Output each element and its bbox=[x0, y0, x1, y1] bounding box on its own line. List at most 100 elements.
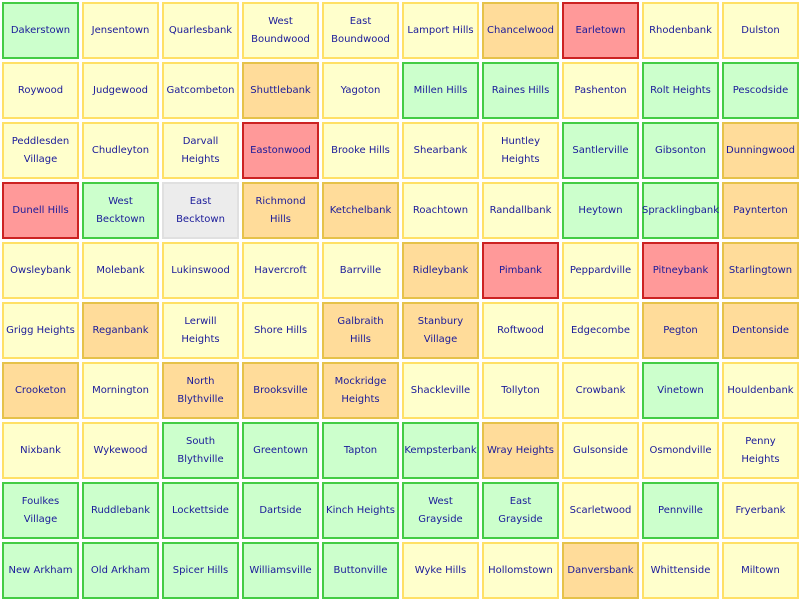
suburb-cell[interactable]: Crowbank bbox=[562, 362, 639, 419]
suburb-cell[interactable]: Old Arkham bbox=[82, 542, 159, 599]
suburb-cell[interactable]: Osmondville bbox=[642, 422, 719, 479]
suburb-cell[interactable]: Dakerstown bbox=[2, 2, 79, 59]
suburb-cell[interactable]: Richmond Hills bbox=[242, 182, 319, 239]
suburb-cell[interactable]: Randallbank bbox=[482, 182, 559, 239]
suburb-cell[interactable]: Whittenside bbox=[642, 542, 719, 599]
suburb-cell[interactable]: Mornington bbox=[82, 362, 159, 419]
suburb-cell[interactable]: Lockettside bbox=[162, 482, 239, 539]
suburb-cell[interactable]: Quarlesbank bbox=[162, 2, 239, 59]
suburb-cell[interactable]: Foulkes Village bbox=[2, 482, 79, 539]
suburb-cell[interactable]: Buttonville bbox=[322, 542, 399, 599]
suburb-cell[interactable]: Barrville bbox=[322, 242, 399, 299]
suburb-cell[interactable]: Spicer Hills bbox=[162, 542, 239, 599]
suburb-cell[interactable]: Brooke Hills bbox=[322, 122, 399, 179]
suburb-cell[interactable]: Earletown bbox=[562, 2, 639, 59]
suburb-cell[interactable]: Fryerbank bbox=[722, 482, 799, 539]
suburb-cell[interactable]: South Blythville bbox=[162, 422, 239, 479]
suburb-cell[interactable]: Roachtown bbox=[402, 182, 479, 239]
suburb-cell[interactable]: Greentown bbox=[242, 422, 319, 479]
suburb-cell[interactable]: Spracklingbank bbox=[642, 182, 719, 239]
suburb-cell[interactable]: Darvall Heights bbox=[162, 122, 239, 179]
suburb-cell[interactable]: Stanbury Village bbox=[402, 302, 479, 359]
suburb-cell[interactable]: Starlingtown bbox=[722, 242, 799, 299]
suburb-cell[interactable]: Lukinswood bbox=[162, 242, 239, 299]
suburb-cell[interactable]: Dunningwood bbox=[722, 122, 799, 179]
suburb-cell[interactable]: West Becktown bbox=[82, 182, 159, 239]
suburb-cell[interactable]: Nixbank bbox=[2, 422, 79, 479]
suburb-cell[interactable]: Millen Hills bbox=[402, 62, 479, 119]
suburb-cell[interactable]: Chancelwood bbox=[482, 2, 559, 59]
suburb-cell[interactable]: Roftwood bbox=[482, 302, 559, 359]
suburb-cell[interactable]: East Boundwood bbox=[322, 2, 399, 59]
suburb-cell[interactable]: Pitneybank bbox=[642, 242, 719, 299]
suburb-cell[interactable]: Pashenton bbox=[562, 62, 639, 119]
suburb-cell[interactable]: Mockridge Heights bbox=[322, 362, 399, 419]
suburb-cell[interactable]: Shore Hills bbox=[242, 302, 319, 359]
suburb-cell[interactable]: Peddlesden Village bbox=[2, 122, 79, 179]
suburb-cell[interactable]: Pegton bbox=[642, 302, 719, 359]
suburb-cell[interactable]: Dulston bbox=[722, 2, 799, 59]
suburb-cell[interactable]: East Grayside bbox=[482, 482, 559, 539]
suburb-cell[interactable]: Dunell Hills bbox=[2, 182, 79, 239]
suburb-cell[interactable]: Penny Heights bbox=[722, 422, 799, 479]
suburb-cell[interactable]: Dentonside bbox=[722, 302, 799, 359]
suburb-cell[interactable]: Ridleybank bbox=[402, 242, 479, 299]
suburb-cell[interactable]: Kempsterbank bbox=[402, 422, 479, 479]
suburb-cell[interactable]: Pennville bbox=[642, 482, 719, 539]
suburb-cell[interactable]: Grigg Heights bbox=[2, 302, 79, 359]
suburb-cell[interactable]: Wyke Hills bbox=[402, 542, 479, 599]
suburb-cell[interactable]: Pescodside bbox=[722, 62, 799, 119]
suburb-cell[interactable]: Havercroft bbox=[242, 242, 319, 299]
suburb-cell[interactable]: Crooketon bbox=[2, 362, 79, 419]
suburb-cell[interactable]: Reganbank bbox=[82, 302, 159, 359]
suburb-cell[interactable]: Huntley Heights bbox=[482, 122, 559, 179]
suburb-cell[interactable]: Jensentown bbox=[82, 2, 159, 59]
suburb-cell[interactable]: Roywood bbox=[2, 62, 79, 119]
suburb-cell[interactable]: Brooksville bbox=[242, 362, 319, 419]
suburb-cell[interactable]: Tollyton bbox=[482, 362, 559, 419]
suburb-cell[interactable]: Judgewood bbox=[82, 62, 159, 119]
suburb-cell[interactable]: Edgecombe bbox=[562, 302, 639, 359]
suburb-cell[interactable]: Eastonwood bbox=[242, 122, 319, 179]
suburb-cell[interactable]: Houldenbank bbox=[722, 362, 799, 419]
suburb-cell[interactable]: Wykewood bbox=[82, 422, 159, 479]
suburb-cell[interactable]: Miltown bbox=[722, 542, 799, 599]
suburb-cell[interactable]: Santlerville bbox=[562, 122, 639, 179]
suburb-cell[interactable]: Rhodenbank bbox=[642, 2, 719, 59]
suburb-cell[interactable]: Shuttlebank bbox=[242, 62, 319, 119]
suburb-cell[interactable]: New Arkham bbox=[2, 542, 79, 599]
suburb-cell[interactable]: Galbraith Hills bbox=[322, 302, 399, 359]
suburb-cell[interactable]: Lamport Hills bbox=[402, 2, 479, 59]
suburb-cell[interactable]: Tapton bbox=[322, 422, 399, 479]
suburb-cell[interactable]: Heytown bbox=[562, 182, 639, 239]
suburb-cell[interactable]: Danversbank bbox=[562, 542, 639, 599]
suburb-cell[interactable]: Molebank bbox=[82, 242, 159, 299]
suburb-cell[interactable]: West Boundwood bbox=[242, 2, 319, 59]
suburb-cell[interactable]: Yagoton bbox=[322, 62, 399, 119]
suburb-cell[interactable]: Lerwill Heights bbox=[162, 302, 239, 359]
suburb-cell[interactable]: East Becktown bbox=[162, 182, 239, 239]
suburb-cell[interactable]: North Blythville bbox=[162, 362, 239, 419]
suburb-cell[interactable]: Scarletwood bbox=[562, 482, 639, 539]
suburb-cell[interactable]: Rolt Heights bbox=[642, 62, 719, 119]
suburb-cell[interactable]: Shackleville bbox=[402, 362, 479, 419]
suburb-cell[interactable]: Shearbank bbox=[402, 122, 479, 179]
suburb-cell[interactable]: Hollomstown bbox=[482, 542, 559, 599]
suburb-cell[interactable]: West Grayside bbox=[402, 482, 479, 539]
suburb-cell[interactable]: Ruddlebank bbox=[82, 482, 159, 539]
suburb-cell[interactable]: Gulsonside bbox=[562, 422, 639, 479]
suburb-cell[interactable]: Dartside bbox=[242, 482, 319, 539]
suburb-cell[interactable]: Raines Hills bbox=[482, 62, 559, 119]
suburb-cell[interactable]: Pimbank bbox=[482, 242, 559, 299]
suburb-cell[interactable]: Williamsville bbox=[242, 542, 319, 599]
suburb-cell[interactable]: Wray Heights bbox=[482, 422, 559, 479]
suburb-cell[interactable]: Vinetown bbox=[642, 362, 719, 419]
suburb-cell[interactable]: Kinch Heights bbox=[322, 482, 399, 539]
suburb-cell[interactable]: Owsleybank bbox=[2, 242, 79, 299]
suburb-cell[interactable]: Gibsonton bbox=[642, 122, 719, 179]
suburb-cell[interactable]: Gatcombeton bbox=[162, 62, 239, 119]
suburb-cell[interactable]: Paynterton bbox=[722, 182, 799, 239]
suburb-cell[interactable]: Chudleyton bbox=[82, 122, 159, 179]
suburb-cell[interactable]: Peppardville bbox=[562, 242, 639, 299]
suburb-cell[interactable]: Ketchelbank bbox=[322, 182, 399, 239]
